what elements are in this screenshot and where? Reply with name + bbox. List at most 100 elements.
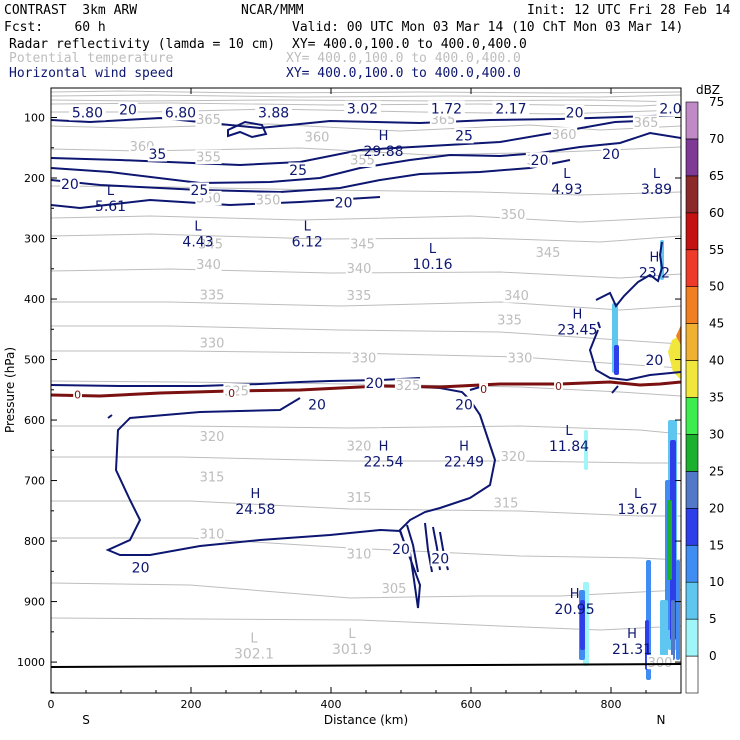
theta-label-32: 310 xyxy=(200,527,225,542)
y-tick-label-1000: 1000 xyxy=(17,656,45,669)
x-tick-label-600: 600 xyxy=(461,698,482,711)
theta-label-21: 330 xyxy=(200,336,225,351)
extremum-5-value: 6.12 xyxy=(292,235,323,251)
wind-label-22: 20 xyxy=(392,542,410,558)
extremum-11-value: 22.49 xyxy=(444,454,484,470)
colorbar-swatch-70 xyxy=(685,138,699,177)
y-tick-label-800: 800 xyxy=(24,535,45,548)
wind-label-4: 3.02 xyxy=(347,101,378,117)
theta-label-17: 340 xyxy=(504,289,529,304)
colorbar-swatch-10 xyxy=(685,581,699,620)
theta-label-13-bg xyxy=(349,236,376,252)
model-name: CONTRAST 3km ARW xyxy=(4,3,138,18)
theta-contour-0 xyxy=(51,90,681,94)
extremum-4-marker: L xyxy=(194,220,202,235)
extremum-8-value: 23.45 xyxy=(557,322,597,338)
wind-label-4-bg xyxy=(344,100,381,117)
init-time: Init: 12 UTC Fri 28 Feb 14 xyxy=(527,3,731,18)
extremum-11-marker: H xyxy=(459,439,469,454)
theta-contour-13 xyxy=(51,350,681,369)
theta-contour-12 xyxy=(51,325,681,345)
extremum-4-value: 4.43 xyxy=(182,235,213,251)
wind-label-8-bg xyxy=(656,100,685,117)
colorbar-swatch-65 xyxy=(685,175,699,214)
extremum-6-marker: L xyxy=(429,242,437,257)
theta-label-5: 365 xyxy=(634,116,659,131)
freezing-label-1: 0 xyxy=(228,387,235,400)
theta-label-14-bg xyxy=(534,245,562,260)
extremum-5-marker: L xyxy=(304,220,312,235)
extremum-17-value: 301.9 xyxy=(332,642,372,658)
extremum-3-value: 3.89 xyxy=(641,182,672,198)
wind-contour-0 xyxy=(51,114,681,130)
colorbar-label-65: 65 xyxy=(709,169,724,183)
colorbar-swatch-15 xyxy=(685,544,699,583)
wind-label-17: 20 xyxy=(365,376,383,392)
theta-label-18-bg xyxy=(198,287,226,302)
extremum-6-value: 10.16 xyxy=(412,257,452,273)
colorbar-label-25: 25 xyxy=(709,464,724,478)
theta-label-28-bg xyxy=(499,449,527,464)
endpoint-right: N xyxy=(657,713,666,727)
wind-label-5: 1.72 xyxy=(431,101,462,117)
wind-label-7-bg xyxy=(564,104,585,121)
x-tick-label-0: 0 xyxy=(48,698,55,711)
extremum-14-marker: H xyxy=(570,587,580,602)
colorbar-label-35: 35 xyxy=(709,391,724,405)
wind-label-9: 25 xyxy=(455,129,473,145)
theta-label-14: 345 xyxy=(536,246,561,261)
y-tick-label-700: 700 xyxy=(24,475,45,488)
theta-label-20: 335 xyxy=(497,313,522,328)
field-reflectivity-xy: XY= 400.0,100.0 to 400.0,400.0 xyxy=(292,37,527,52)
wind-label-12: 20 xyxy=(602,147,620,163)
wind-label-6: 2.17 xyxy=(495,101,526,117)
wind-label-13-bg xyxy=(288,162,308,178)
extremum-10-marker: H xyxy=(379,439,389,454)
y-axis-title: Pressure (hPa) xyxy=(3,347,17,433)
wind-contour-11 xyxy=(107,414,113,419)
theta-contour-10 xyxy=(51,268,681,279)
theta-contour-3 xyxy=(51,102,681,107)
theta-label-11-bg xyxy=(499,207,527,222)
theta-contour-2 xyxy=(51,99,681,103)
x-tick-label-200: 200 xyxy=(181,698,202,711)
theta-label-12: 345 xyxy=(198,238,223,253)
wind-label-19: 20 xyxy=(455,397,473,413)
extremum-13-value: 13.67 xyxy=(618,502,658,518)
theta-label-1: 360 xyxy=(305,131,330,146)
wind-label-17-bg xyxy=(364,375,385,391)
x-tick-label-800: 800 xyxy=(601,698,622,711)
theta-contour-11 xyxy=(51,301,681,311)
colorbar-swatch-25 xyxy=(685,471,699,509)
extremum-1-marker: L xyxy=(107,184,115,199)
extremum-16-marker: L xyxy=(250,632,258,647)
freezing-line xyxy=(51,380,681,398)
forecast-hour: Fcst: 60 h xyxy=(4,20,106,35)
theta-label-20-bg xyxy=(496,312,523,327)
wind-label-11-bg xyxy=(529,152,550,168)
theta-label-26: 320 xyxy=(200,430,225,445)
wind-contour-16 xyxy=(611,385,619,394)
freezing-label-3: 0 xyxy=(555,380,562,393)
colorbar-swatch-30 xyxy=(685,434,699,472)
wind-label-14: 25 xyxy=(190,183,208,199)
colorbar-swatch-45 xyxy=(685,323,699,361)
theta-label-7-bg xyxy=(349,152,376,168)
theta-label-12-bg xyxy=(197,236,224,252)
theta-label-1-bg xyxy=(303,129,331,145)
wind-contour-4 xyxy=(51,196,381,210)
theta-contour-16 xyxy=(51,456,681,464)
freezing-label-0: 0 xyxy=(74,389,81,402)
theta-label-23: 330 xyxy=(508,351,533,366)
wind-contour-7 xyxy=(588,329,681,382)
theta-label-30-bg xyxy=(345,490,373,505)
wind-label-23-bg xyxy=(430,550,450,567)
wind-contour-3 xyxy=(51,159,571,194)
colorbar-swatch-40 xyxy=(685,360,699,398)
theta-label-29-bg xyxy=(198,469,226,485)
theta-label-27-bg xyxy=(345,438,373,454)
theta-label-17-bg xyxy=(503,288,530,303)
